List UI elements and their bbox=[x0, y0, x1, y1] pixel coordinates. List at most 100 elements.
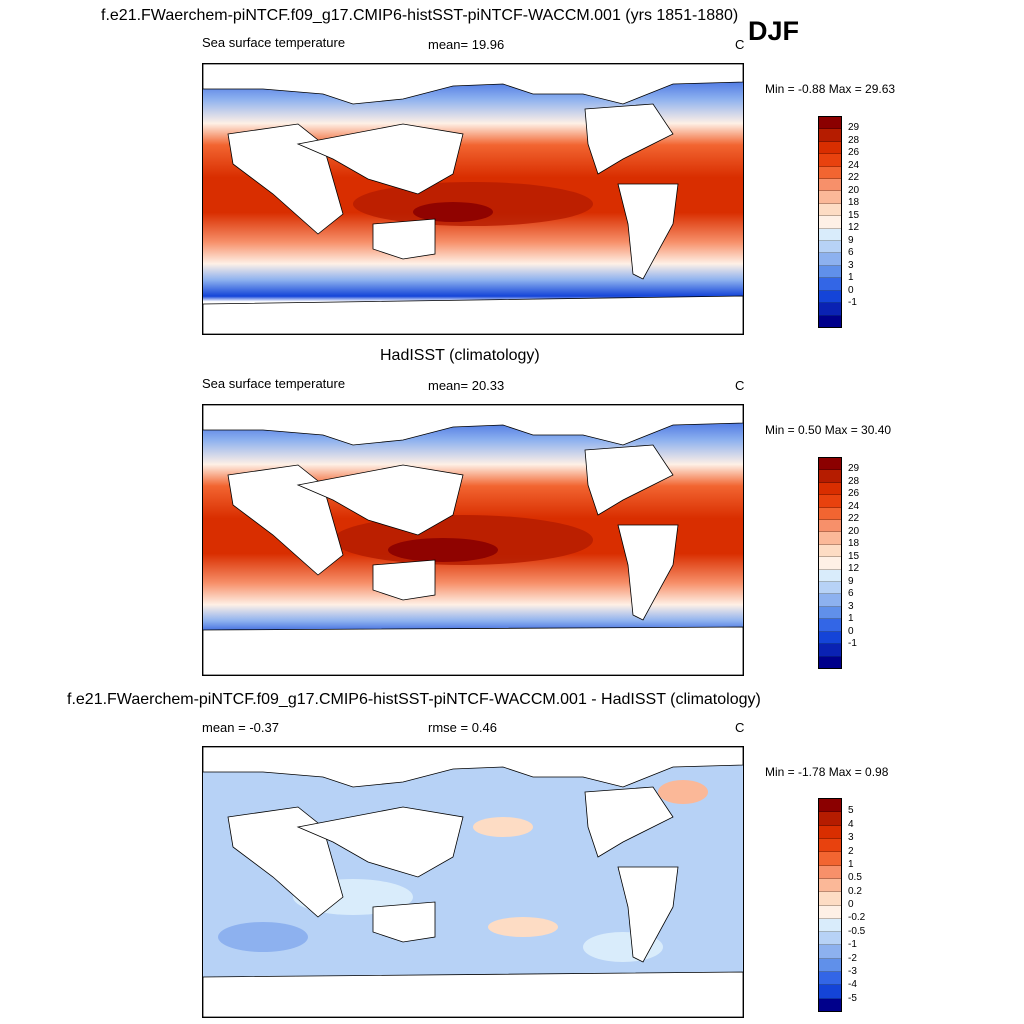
colorbar-tick-label: 24 bbox=[848, 500, 860, 512]
colorbar-swatch bbox=[819, 932, 841, 946]
colorbar-swatch bbox=[819, 557, 841, 570]
colorbar-swatch bbox=[819, 520, 841, 533]
colorbar-tick-label: 15 bbox=[848, 209, 860, 221]
colorbar-tick-label: -0.2 bbox=[848, 912, 866, 924]
obs-sst-map bbox=[202, 404, 744, 676]
colorbar-tick-label: -5 bbox=[848, 992, 857, 1004]
colorbar-swatch bbox=[819, 458, 841, 471]
colorbar-swatch bbox=[819, 878, 841, 893]
colorbar-tick-label: 20 bbox=[848, 525, 860, 537]
obs-title: HadISST (climatology) bbox=[380, 347, 540, 364]
colorbar-swatch bbox=[819, 594, 841, 607]
colorbar-swatch bbox=[819, 985, 841, 999]
model-minmax-label: Min = -0.88 Max = 29.63 bbox=[765, 82, 896, 96]
colorbar-swatch bbox=[819, 470, 841, 483]
obs-variable-label: Sea surface temperature bbox=[202, 376, 346, 391]
colorbar-tick-label: -2 bbox=[848, 952, 857, 964]
colorbar-swatch bbox=[819, 606, 841, 620]
colorbar-tick-label: 22 bbox=[848, 172, 860, 184]
model-mean-label: mean= 19.96 bbox=[428, 37, 505, 52]
colorbar-tick-label: 3 bbox=[848, 600, 854, 612]
model-colorbar bbox=[818, 116, 842, 328]
colorbar-tick-label: 1 bbox=[848, 613, 854, 625]
diff-sst-map bbox=[202, 746, 744, 1018]
colorbar-tick-label: 3 bbox=[848, 259, 854, 271]
colorbar-swatch bbox=[819, 852, 841, 866]
colorbar-swatch bbox=[819, 644, 841, 657]
colorbar-tick-label: 9 bbox=[848, 234, 854, 246]
colorbar-swatch bbox=[819, 154, 841, 167]
colorbar-tick-label: 12 bbox=[848, 222, 860, 234]
colorbar-tick-label: 0 bbox=[848, 899, 854, 910]
diff-title: f.e21.FWaerchem-piNTCF.f09_g17.CMIP6-his… bbox=[67, 691, 761, 708]
colorbar-tick-label: 6 bbox=[848, 247, 854, 259]
colorbar-tick-label: 12 bbox=[848, 563, 860, 575]
colorbar-swatch bbox=[819, 569, 841, 583]
colorbar-swatch bbox=[819, 495, 841, 508]
colorbar-tick-label: 0.5 bbox=[848, 872, 862, 884]
figure-title: f.e21.FWaerchem-piNTCF.f09_g17.CMIP6-his… bbox=[101, 7, 739, 24]
colorbar-swatch bbox=[819, 905, 841, 919]
colorbar-swatch bbox=[819, 631, 841, 645]
colorbar-tick-label: 22 bbox=[848, 513, 860, 525]
colorbar-swatch bbox=[819, 191, 841, 204]
colorbar-tick-label: 26 bbox=[848, 488, 860, 500]
colorbar-swatch bbox=[819, 958, 841, 973]
colorbar-tick-label: 0.2 bbox=[848, 885, 862, 897]
colorbar-tick-label: 1 bbox=[848, 858, 854, 870]
colorbar-swatch bbox=[819, 656, 841, 668]
colorbar-swatch bbox=[819, 265, 841, 279]
obs-minmax-label: Min = 0.50 Max = 30.40 bbox=[765, 423, 892, 437]
colorbar-tick-label: -3 bbox=[848, 965, 857, 977]
colorbar-tick-label: 20 bbox=[848, 184, 860, 196]
obs-colorbar bbox=[818, 457, 842, 669]
season-label: DJF bbox=[748, 16, 800, 46]
colorbar-tick-label: 28 bbox=[848, 475, 860, 487]
obs-units-label: C bbox=[735, 378, 745, 393]
colorbar-swatch bbox=[819, 290, 841, 304]
colorbar-tick-label: 0 bbox=[848, 625, 854, 637]
colorbar-swatch bbox=[819, 129, 841, 142]
colorbar-swatch bbox=[819, 825, 841, 839]
colorbar-swatch bbox=[819, 216, 841, 229]
colorbar-swatch bbox=[819, 998, 841, 1011]
colorbar-swatch bbox=[819, 799, 841, 813]
colorbar-swatch bbox=[819, 544, 841, 558]
colorbar-swatch bbox=[819, 278, 841, 291]
obs-colorbar-labels: 29 28 26 24 22 20 18 15 12 9 6 3 1 0 -1 bbox=[848, 457, 888, 669]
colorbar-tick-label: 6 bbox=[848, 588, 854, 600]
colorbar-tick-label: 2 bbox=[848, 845, 854, 857]
colorbar-swatch bbox=[819, 619, 841, 632]
colorbar-tick-label: 26 bbox=[848, 147, 860, 159]
colorbar-swatch bbox=[819, 507, 841, 521]
model-variable-label: Sea surface temperature bbox=[202, 35, 346, 50]
diff-units-label: C bbox=[735, 720, 745, 735]
colorbar-swatch bbox=[819, 241, 841, 254]
colorbar-swatch bbox=[819, 892, 841, 906]
colorbar-tick-label: 9 bbox=[848, 575, 854, 587]
colorbar-swatch bbox=[819, 838, 841, 853]
colorbar-swatch bbox=[819, 315, 841, 327]
colorbar-tick-label: 5 bbox=[848, 805, 854, 817]
colorbar-tick-label: 29 bbox=[848, 122, 860, 134]
colorbar-tick-label: 18 bbox=[848, 197, 860, 209]
colorbar-tick-label: 18 bbox=[848, 538, 860, 550]
colorbar-swatch bbox=[819, 179, 841, 192]
colorbar-swatch bbox=[819, 945, 841, 959]
colorbar-swatch bbox=[819, 972, 841, 986]
model-units-label: C bbox=[735, 37, 745, 52]
colorbar-tick-label: -1 bbox=[848, 297, 857, 309]
colorbar-swatch bbox=[819, 582, 841, 595]
diff-minmax-label: Min = -1.78 Max = 0.98 bbox=[765, 765, 889, 779]
diff-colorbar-labels: 5 4 3 2 1 0.5 0.2 0 -0.2 -0.5 -1 -2 -3 -4 -5 bbox=[848, 798, 888, 1012]
model-colorbar-labels: 29 28 26 24 22 20 18 15 12 9 6 3 1 0 -1 bbox=[848, 116, 888, 328]
colorbar-tick-label: -1 bbox=[848, 939, 857, 951]
colorbar-swatch bbox=[819, 203, 841, 217]
diff-mean-label: mean = -0.37 bbox=[202, 720, 279, 735]
colorbar-tick-label: 3 bbox=[848, 832, 854, 844]
colorbar-swatch bbox=[819, 166, 841, 180]
diff-rmse-label: rmse = 0.46 bbox=[428, 720, 498, 735]
colorbar-swatch bbox=[819, 117, 841, 130]
colorbar-swatch bbox=[819, 482, 841, 496]
colorbar-tick-label: 0 bbox=[848, 284, 854, 296]
